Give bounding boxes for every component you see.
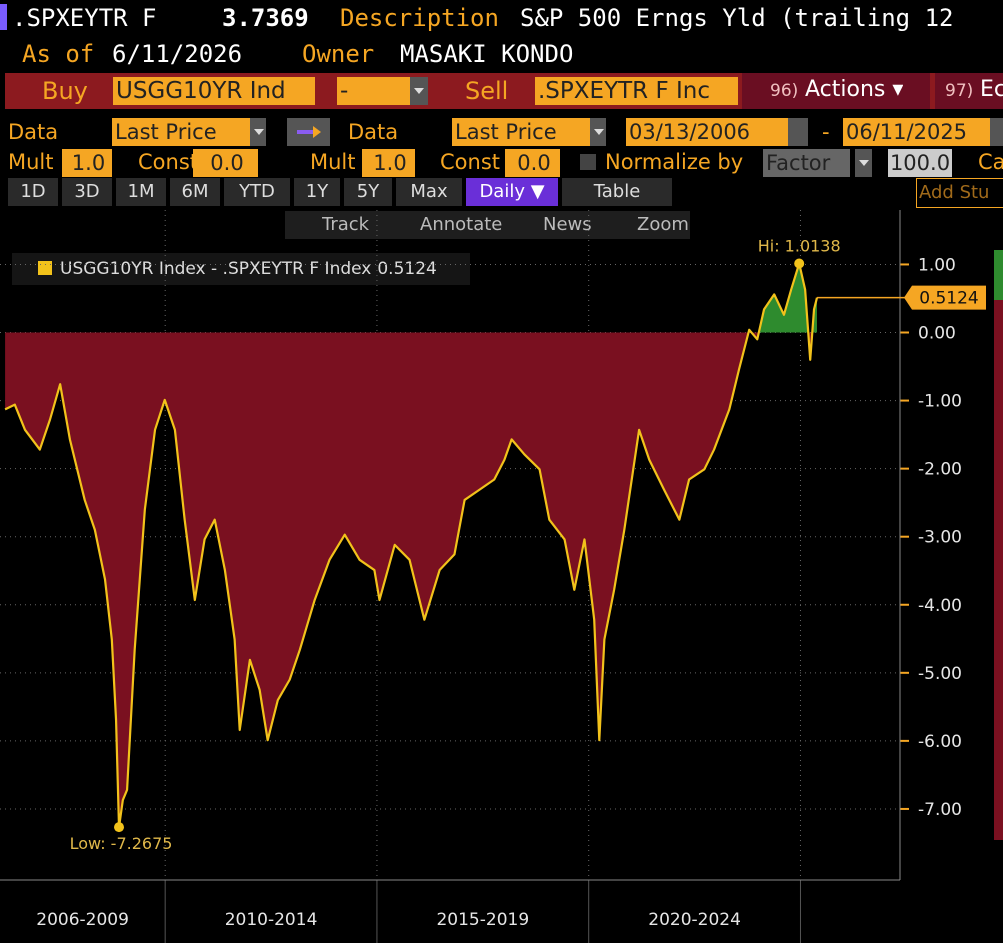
owner: MASAKI KONDO [400,40,574,68]
const[interactable]: 0.0 [193,149,258,177]
chart-tool[interactable]: Track [322,214,370,235]
y-tick-label: -3.00 [918,528,962,548]
y-tick-label: -1.00 [918,392,962,412]
line [4,262,819,829]
hi-point [794,258,805,269]
data-label: Data [348,120,399,144]
normalize-method[interactable]: Factor [763,149,850,177]
period-button[interactable]: 1Y [294,178,340,206]
sell-label: Sell [465,77,509,105]
mult[interactable]: 1.0 [62,149,112,177]
period-button[interactable]: 6M [170,178,220,206]
date-separator: - [822,120,830,144]
last-value-box [904,285,986,310]
chart-tool[interactable]: Zoom [637,214,689,235]
mult-label: Mult [310,150,356,174]
low-label: Low: -7.2675 [70,834,173,853]
period-button[interactable]: 1M [116,178,166,206]
period-button[interactable]: Max [396,178,462,206]
mult-label: Mult [8,150,54,174]
add-study[interactable]: Add Stu [916,178,1003,208]
buy-security[interactable]: USGG10YR Ind [113,77,315,105]
description-label: Description [340,4,499,32]
period-button[interactable]: 1D [8,178,58,206]
next-button[interactable] [935,73,1003,109]
price: 3.7369 [222,4,309,32]
y-tick-label: -4.00 [918,596,962,616]
actions[interactable]: Actions ▾ [805,77,904,102]
chart-tool[interactable]: Annotate [420,214,503,235]
side-panel [994,300,1003,840]
y-tick-label: 1.00 [918,255,956,275]
dropdown[interactable] [855,149,872,177]
normalize-label: Normalize by [605,150,744,174]
const-label: Const [138,150,198,174]
truncated-label: Ca [978,150,1003,174]
y-tick-label: -2.00 [918,460,962,480]
swap-button[interactable] [287,118,330,146]
period-button[interactable]: YTD [224,178,290,206]
x-period-label: 2020-2024 [648,910,741,930]
calendar-button[interactable] [788,118,808,146]
last-value-label: 0.5124 [919,289,978,309]
x-period-label: 2006-2009 [36,910,129,930]
period-button[interactable]: 3D [62,178,112,206]
legend-entry: USGG10YR Index - .SPXEYTR F Index 0.5124 [60,259,437,279]
dropdown[interactable] [590,118,606,146]
mult[interactable]: 1.0 [362,149,415,177]
area-below [5,332,813,828]
normalize-value[interactable]: 100.0 [888,149,952,177]
next[interactable]: Ec [980,77,1003,102]
chart-toolbar [285,211,690,239]
end-date[interactable]: 06/11/2025 [843,118,990,146]
as-of: 6/11/2026 [112,40,243,68]
table-button[interactable]: Table [562,178,672,206]
legend-value: 0.5124 [377,259,436,279]
data-label: Data [8,120,59,144]
next-number: 97) [945,81,974,101]
dropdown[interactable] [410,77,428,105]
y-tick-label: -5.00 [918,664,962,684]
dropdown[interactable] [250,118,266,146]
field[interactable]: Last Price [112,118,250,146]
side-panel [994,250,1003,300]
frequency[interactable]: Daily ▼ [466,178,558,206]
calendar-button[interactable] [990,118,1003,146]
marker [0,4,7,30]
hi-label: Hi: 1.0138 [758,237,841,256]
buy-label: Buy [42,77,88,105]
const[interactable]: 0.0 [505,149,560,177]
x-period-label: 2010-2014 [225,910,318,930]
const-label: Const [440,150,500,174]
y-tick-label: -6.00 [918,732,962,752]
x-period-label: 2015-2019 [436,910,529,930]
y-tick-label: -7.00 [918,800,962,820]
legend-name: USGG10YR Index - .SPXEYTR F Index [60,259,371,279]
ticker: .SPXEYTR F [12,4,157,32]
legend-box [12,253,470,285]
start-date[interactable]: 03/13/2006 [626,118,788,146]
as-of-label: As of [22,40,95,68]
description: S&P 500 Erngs Yld (trailing 12 [520,4,954,32]
actions-number: 96) [770,81,799,101]
period-button[interactable]: 5Y [344,178,392,206]
operator[interactable]: - [337,77,412,105]
sell-security[interactable]: .SPXEYTR F Inc [535,77,738,105]
checkbox[interactable] [580,154,596,170]
low-point [114,822,125,833]
y-tick-label: 0.00 [918,324,956,344]
legend-swatch [38,261,52,275]
field[interactable]: Last Price [452,118,590,146]
chart-tool[interactable]: News [543,214,592,235]
owner-label: Owner [302,40,375,68]
actions-button[interactable] [742,73,930,109]
